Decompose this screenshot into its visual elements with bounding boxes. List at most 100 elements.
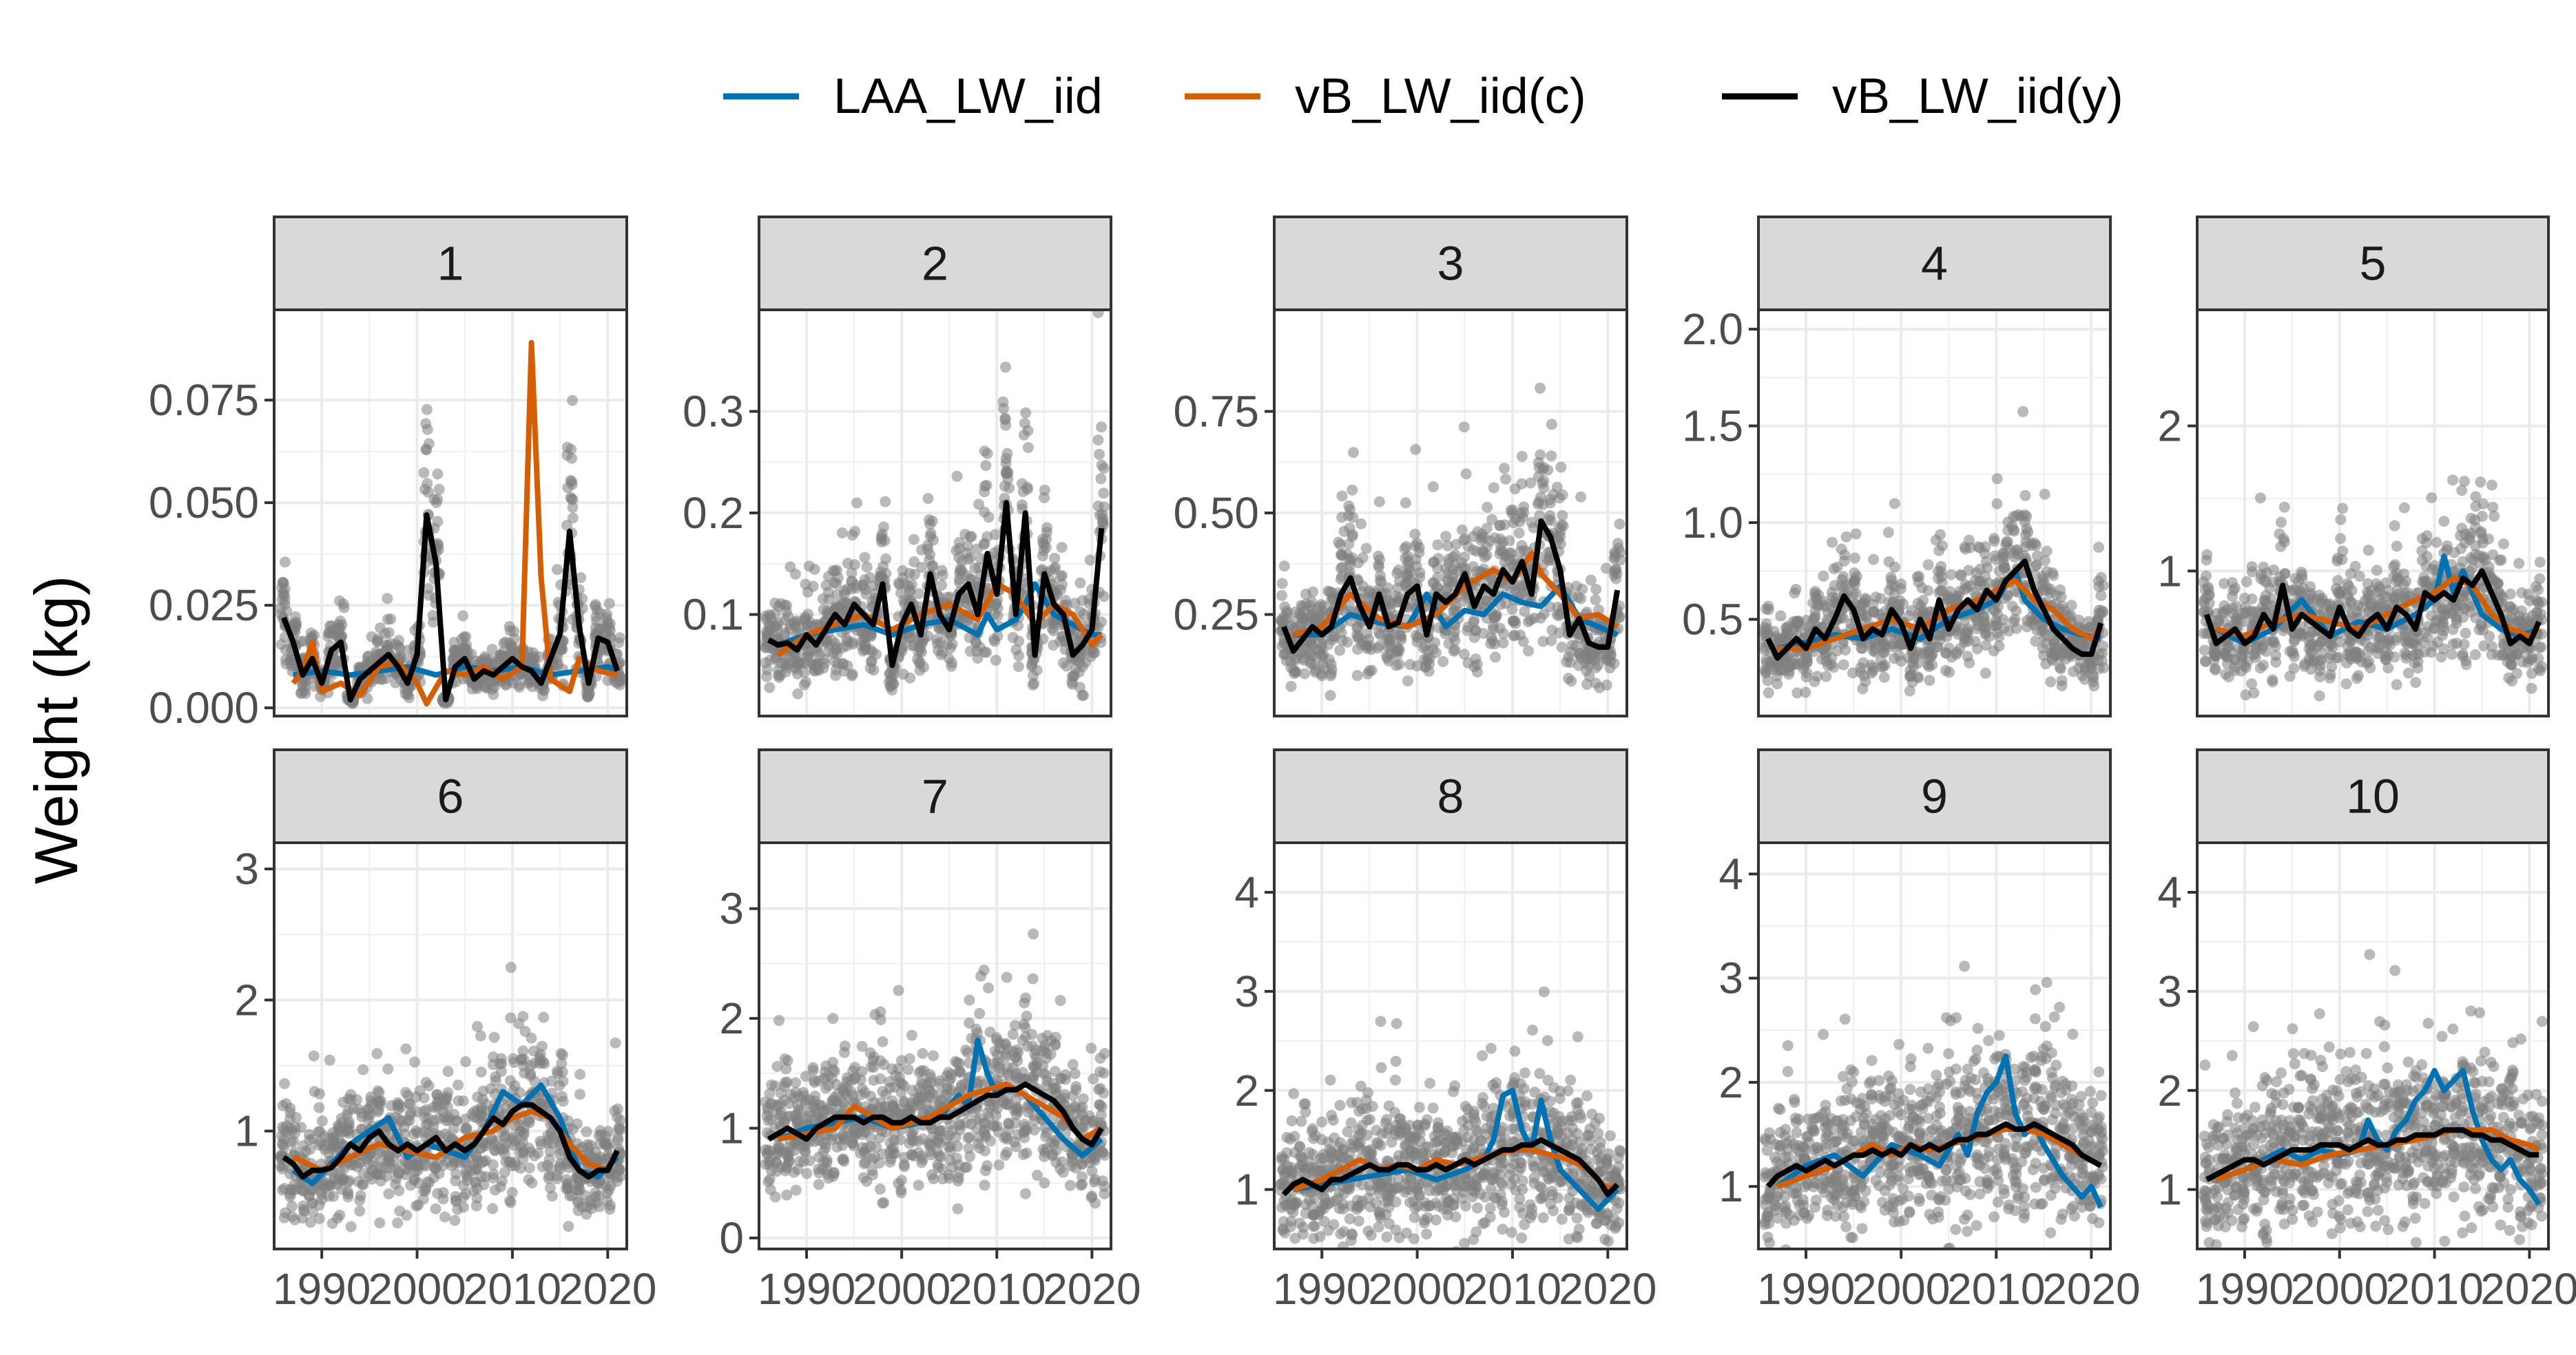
observation-point	[1544, 497, 1556, 509]
observation-point	[922, 540, 933, 552]
observation-point	[1553, 627, 1565, 639]
observation-point	[601, 609, 613, 620]
observation-point	[2380, 577, 2392, 589]
observation-point	[2391, 679, 2402, 691]
legend-label: vB_LW_iid(c)	[1295, 69, 1586, 124]
observation-point	[1457, 534, 1469, 546]
observation-point	[2362, 545, 2374, 556]
observation-point	[1400, 497, 1411, 509]
observation-point	[1506, 603, 1518, 615]
observation-point	[286, 1210, 298, 1222]
observation-point	[2241, 576, 2252, 587]
observation-point	[1769, 626, 1780, 638]
observation-point	[2011, 605, 2022, 617]
observation-point	[277, 1121, 289, 1133]
observation-point	[1344, 522, 1355, 534]
observation-point	[1097, 513, 1109, 525]
observation-point	[614, 671, 626, 683]
observation-point	[1504, 535, 1515, 547]
observation-point	[1458, 649, 1470, 660]
observation-point	[1276, 589, 1288, 601]
y-tick-label: 1	[2157, 546, 2182, 596]
observation-point	[1084, 554, 1096, 566]
observation-point	[422, 423, 433, 435]
facet-strip	[2196, 216, 2550, 311]
observation-point	[2022, 526, 2034, 538]
observation-point	[1590, 654, 1601, 666]
observation-point	[1836, 580, 1847, 591]
observation-point	[1980, 667, 1991, 679]
observation-point	[1352, 622, 1364, 633]
observation-point	[2470, 491, 2482, 503]
observation-point	[1395, 631, 1407, 642]
observation-point	[1361, 627, 1373, 639]
observation-point	[2199, 644, 2210, 656]
observation-point	[2278, 624, 2289, 636]
observation-point	[382, 593, 393, 605]
observation-point	[2341, 657, 2353, 669]
observation-point	[1458, 421, 1470, 433]
observation-point	[1497, 637, 1509, 649]
observation-point	[1074, 682, 1086, 693]
observation-point	[324, 1054, 335, 1066]
observation-point	[1421, 655, 1433, 666]
observation-point	[1945, 569, 1957, 580]
observation-point	[846, 636, 858, 648]
observation-point	[1971, 643, 1983, 655]
observation-point	[1352, 575, 1364, 587]
y-tick-label: 0.025	[149, 580, 259, 630]
observation-point	[2389, 651, 2400, 663]
observation-point	[2523, 588, 2535, 600]
observation-point	[1585, 574, 1597, 586]
observation-point	[279, 1078, 291, 1089]
observation-point	[2379, 651, 2391, 662]
observation-point	[1555, 530, 1566, 542]
observation-point	[1552, 609, 1564, 620]
observation-point	[1486, 514, 1498, 525]
observation-point	[1343, 500, 1355, 512]
observation-point	[789, 568, 801, 580]
y-tick-label: 0.050	[149, 478, 259, 527]
observation-point	[2002, 536, 2013, 547]
observation-point	[2254, 662, 2266, 674]
observation-point	[566, 452, 578, 464]
observation-point	[1922, 585, 1934, 596]
observation-point	[846, 567, 858, 578]
observation-point	[1447, 564, 1459, 576]
observation-point	[2351, 606, 2362, 618]
y-tick-label: 1.0	[1682, 498, 1743, 547]
observation-point	[2226, 577, 2238, 589]
observation-point	[1883, 556, 1895, 567]
observation-point	[1055, 584, 1066, 596]
observation-point	[1951, 647, 1963, 658]
observation-point	[1039, 492, 1050, 503]
observation-point	[2511, 649, 2522, 660]
observation-point	[2398, 502, 2410, 514]
observation-point	[1437, 655, 1449, 667]
observation-point	[1519, 605, 1530, 617]
observation-point	[877, 521, 889, 533]
observation-point	[800, 676, 812, 688]
observation-point	[1847, 588, 1859, 600]
observation-point	[1775, 610, 1787, 622]
observation-point	[1440, 628, 1451, 640]
observation-point	[2502, 656, 2513, 668]
observation-point	[1933, 629, 1944, 640]
observation-point	[904, 631, 915, 643]
observation-point	[336, 630, 348, 642]
observation-point	[1096, 421, 1108, 433]
observation-point	[1964, 542, 1976, 554]
observation-point	[1940, 647, 1951, 659]
observation-point	[2219, 578, 2230, 589]
observation-point	[432, 516, 444, 527]
observation-point	[2025, 616, 2037, 628]
observation-point	[1098, 591, 1110, 602]
panel-data	[275, 962, 626, 1232]
observation-point	[1849, 552, 1860, 564]
observation-point	[2389, 591, 2401, 603]
observation-point	[1609, 549, 1621, 560]
observation-point	[990, 654, 1001, 666]
observation-point	[1997, 613, 2009, 625]
observation-point	[1789, 654, 1800, 666]
observation-point	[1022, 425, 1034, 437]
